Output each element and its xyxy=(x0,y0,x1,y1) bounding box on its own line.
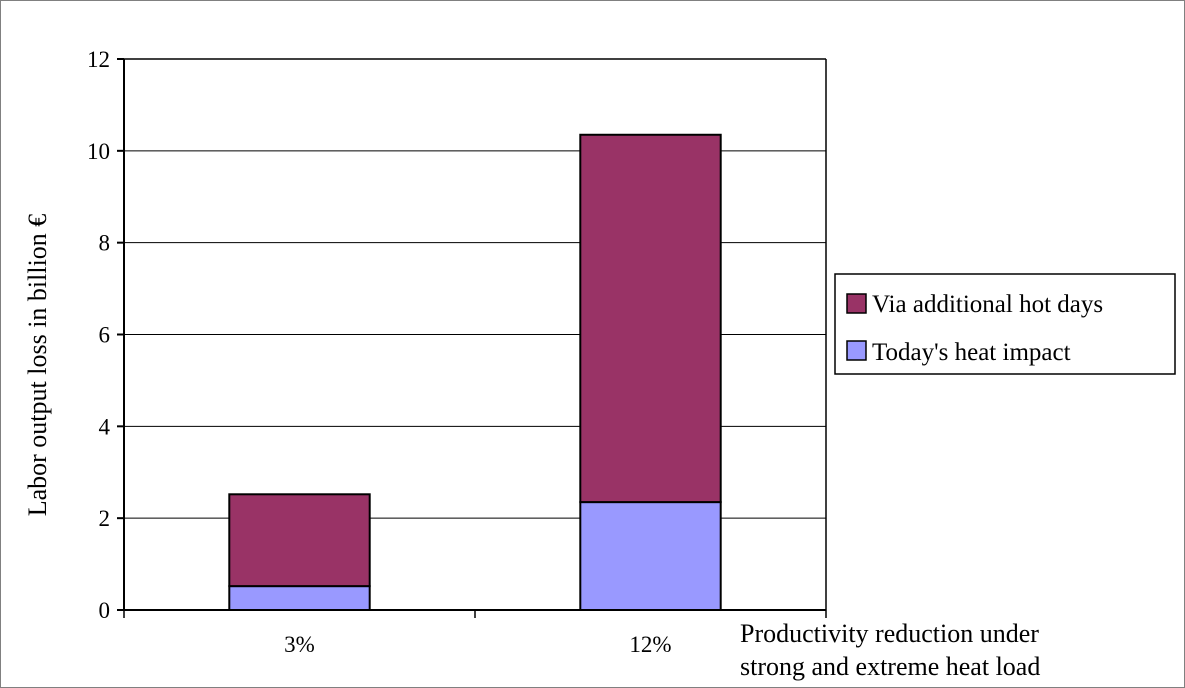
x-tick-label: 12% xyxy=(629,632,671,657)
y-tick-label: 0 xyxy=(99,598,111,623)
y-tick-label: 6 xyxy=(99,323,111,348)
y-tick-labels: 0 2 4 6 8 10 12 xyxy=(87,47,111,623)
axes xyxy=(117,58,827,618)
y-tick-label: 4 xyxy=(99,414,111,439)
bars xyxy=(228,133,722,612)
y-tick-label: 8 xyxy=(99,231,111,256)
y-tick-label: 10 xyxy=(87,139,110,164)
legend-label-via-additional-hot-days: Via additional hot days xyxy=(872,291,1103,318)
x-tick-label: 3% xyxy=(284,632,315,657)
legend-label-todays-heat-impact: Today's heat impact xyxy=(872,339,1071,366)
y-axis-title: Labor output loss in billion € xyxy=(23,214,52,517)
x-axis-title-line-1: Productivity reduction under xyxy=(740,619,1039,648)
legend-swatch-todays-heat-impact xyxy=(846,340,867,361)
bar-segment-via-additional-hot-days-1 xyxy=(228,493,371,588)
bar-segment-todays-heat-impact-2 xyxy=(579,501,722,611)
legend-box xyxy=(834,273,1176,375)
bar-segment-todays-heat-impact-1 xyxy=(228,585,371,612)
x-tick-labels: 3% 12% xyxy=(284,632,671,657)
bar-segment-via-additional-hot-days-2 xyxy=(579,133,722,504)
y-tick-label: 12 xyxy=(87,47,110,72)
x-axis-title-line-2: strong and extreme heat load xyxy=(740,652,1040,681)
y-tick-label: 2 xyxy=(99,506,111,531)
x-axis-title: Productivity reduction under strong and … xyxy=(740,619,1045,681)
legend: Via additional hot days Today's heat imp… xyxy=(834,273,1176,375)
legend-swatch-via-additional-hot-days xyxy=(846,293,867,314)
